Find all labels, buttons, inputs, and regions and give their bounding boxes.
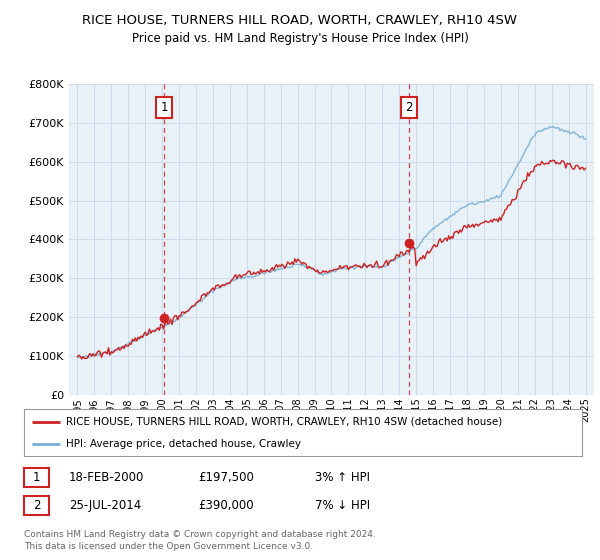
Text: 3% ↑ HPI: 3% ↑ HPI bbox=[315, 471, 370, 484]
Text: 2: 2 bbox=[405, 101, 412, 114]
Text: Contains HM Land Registry data © Crown copyright and database right 2024.
This d: Contains HM Land Registry data © Crown c… bbox=[24, 530, 376, 551]
Text: 1: 1 bbox=[161, 101, 168, 114]
Text: 2: 2 bbox=[33, 498, 40, 512]
Text: £390,000: £390,000 bbox=[198, 498, 254, 512]
Text: £197,500: £197,500 bbox=[198, 471, 254, 484]
Text: 1: 1 bbox=[33, 471, 40, 484]
Text: 18-FEB-2000: 18-FEB-2000 bbox=[69, 471, 145, 484]
Text: RICE HOUSE, TURNERS HILL ROAD, WORTH, CRAWLEY, RH10 4SW (detached house): RICE HOUSE, TURNERS HILL ROAD, WORTH, CR… bbox=[66, 417, 502, 427]
Text: Price paid vs. HM Land Registry's House Price Index (HPI): Price paid vs. HM Land Registry's House … bbox=[131, 32, 469, 45]
Text: 7% ↓ HPI: 7% ↓ HPI bbox=[315, 498, 370, 512]
Text: 25-JUL-2014: 25-JUL-2014 bbox=[69, 498, 141, 512]
Text: HPI: Average price, detached house, Crawley: HPI: Average price, detached house, Craw… bbox=[66, 438, 301, 449]
Text: RICE HOUSE, TURNERS HILL ROAD, WORTH, CRAWLEY, RH10 4SW: RICE HOUSE, TURNERS HILL ROAD, WORTH, CR… bbox=[83, 14, 517, 27]
